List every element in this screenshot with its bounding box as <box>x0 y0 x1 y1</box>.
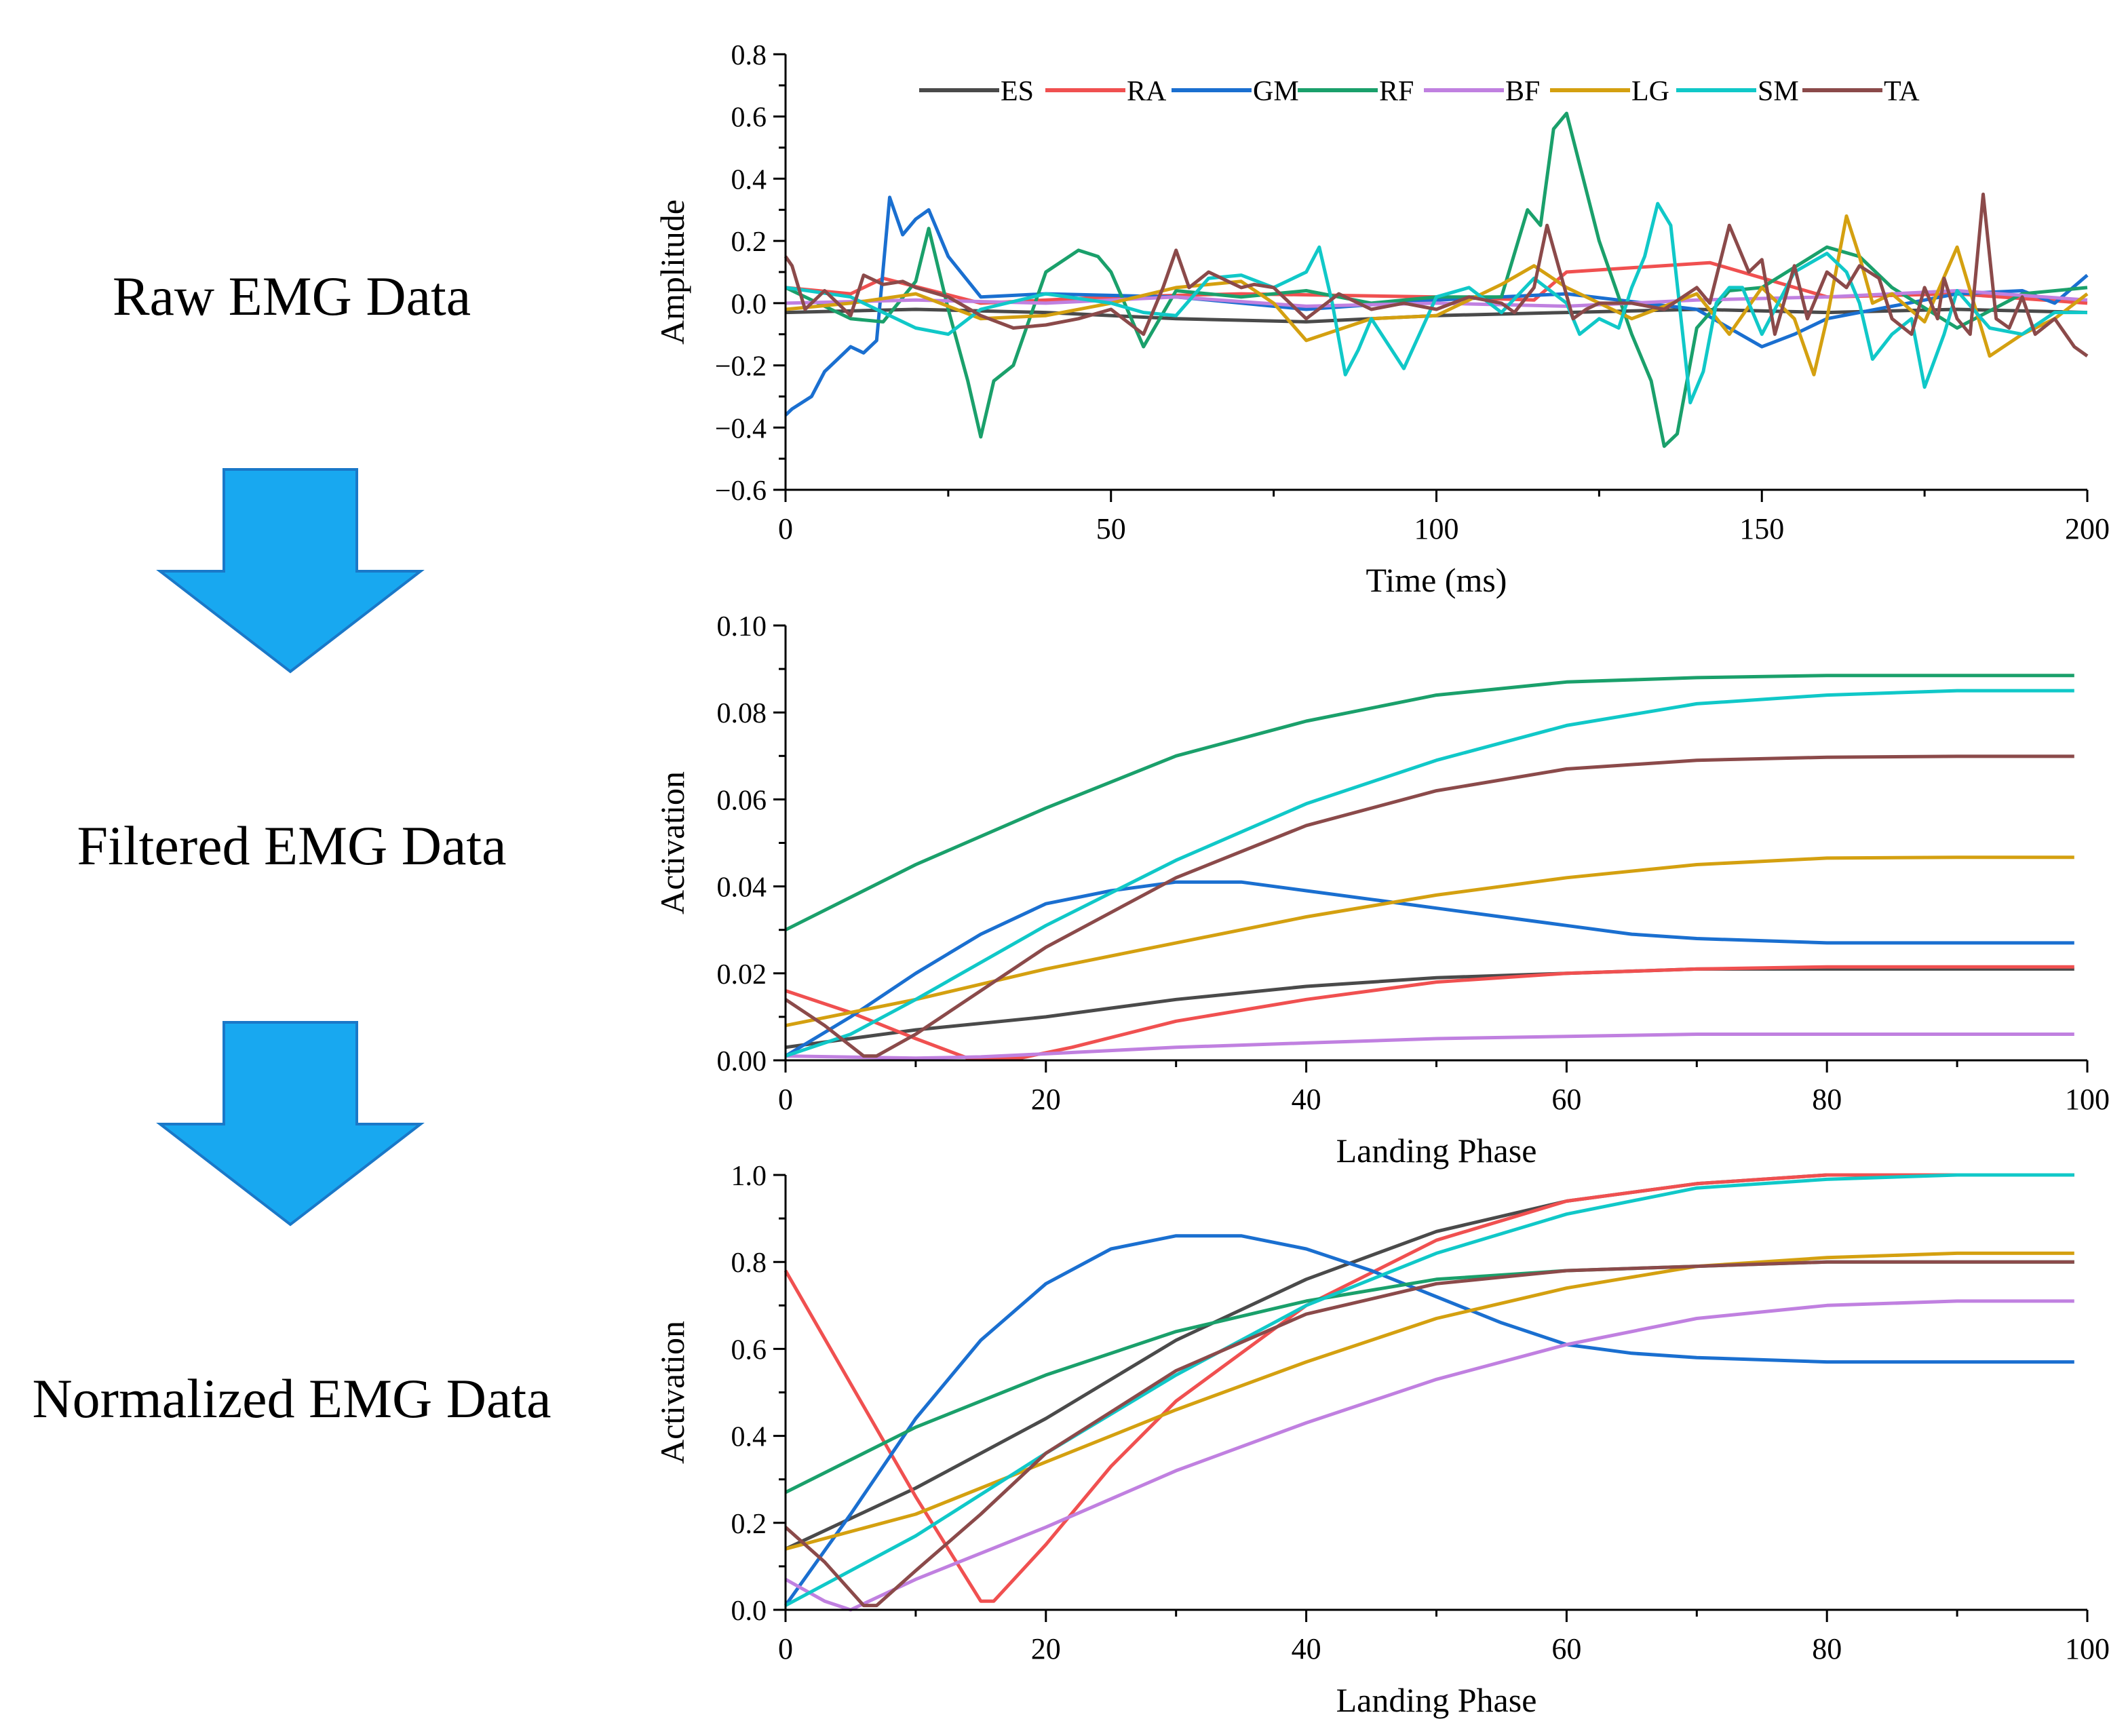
y-tick-label: 0.8 <box>731 1248 767 1279</box>
chart-filtered: 0 20 40 60 80 100 0.00 0.02 0.04 0.06 0.08 0.10 Land… <box>653 611 2110 1170</box>
series-line-filtered-ra <box>785 965 2074 1060</box>
series-line-filtered-rf <box>784 674 2074 931</box>
y-tick-label: 0.8 <box>731 40 767 71</box>
series-line-filtered-lg <box>785 855 2074 1028</box>
y-tick-label: 0.02 <box>717 959 767 990</box>
y-tick-label: 0.06 <box>717 785 767 816</box>
down-arrow-icon <box>156 468 425 674</box>
y-tick-label: 0.4 <box>731 1422 767 1453</box>
series-line-normalized-sm <box>784 1173 2074 1607</box>
x-tick-label: 100 <box>1414 512 1459 545</box>
y-axis-label: Activation <box>653 1321 691 1464</box>
y-tick-label: −0.4 <box>715 413 767 444</box>
series-line-raw-rf <box>784 111 2088 448</box>
legend: ES RA GM RF BF LG SM TA <box>919 76 1920 107</box>
y-tick-label: 0.2 <box>731 1509 767 1540</box>
y-tick-label: 1.0 <box>731 1161 767 1192</box>
y-tick-label: −0.2 <box>715 351 767 383</box>
x-tick-label: 150 <box>1739 512 1784 545</box>
x-tick-label: 40 <box>1292 1083 1321 1116</box>
series-line-raw-ta <box>784 192 2089 358</box>
x-tick-label: 100 <box>2065 1632 2110 1665</box>
x-tick-label: 50 <box>1096 512 1126 545</box>
x-axis-label: Time (ms) <box>1366 561 1507 599</box>
step-filtered-label: Filtered EMG Data <box>77 815 507 876</box>
legend-label-bf: BF <box>1505 76 1540 107</box>
series-line-raw-gm <box>784 195 2089 417</box>
step-normalized-label: Normalized EMG Data <box>32 1368 552 1429</box>
y-tick-label: 0.6 <box>731 102 767 134</box>
x-tick-label: 40 <box>1292 1632 1321 1665</box>
series-line-normalized-ra <box>784 1173 2074 1603</box>
x-tick-label: 20 <box>1031 1083 1061 1116</box>
y-tick-label: 0.08 <box>717 698 767 729</box>
y-tick-label: 0.10 <box>717 611 767 642</box>
legend-label-sm: SM <box>1758 76 1799 107</box>
series-line-raw-sm <box>785 201 2087 405</box>
legend-label-ra: RA <box>1127 76 1167 107</box>
series-line-raw-lg <box>785 214 2089 377</box>
y-tick-label: 0.0 <box>731 289 767 320</box>
series-line-normalized-rf <box>784 1260 2074 1494</box>
x-tick-label: 0 <box>778 512 793 545</box>
x-axis-label: Landing Phase <box>1336 1132 1537 1170</box>
y-axis-label: Activation <box>653 771 691 914</box>
series-line-filtered-ta <box>784 754 2074 1058</box>
series-line-filtered-bf <box>785 1033 2074 1060</box>
y-tick-label: −0.6 <box>715 476 767 507</box>
y-tick-label: 0.0 <box>731 1596 767 1627</box>
x-tick-label: 0 <box>778 1083 793 1116</box>
legend-label-gm: GM <box>1253 76 1299 107</box>
series-line-normalized-gm <box>784 1234 2074 1607</box>
x-tick-label: 200 <box>2065 512 2110 545</box>
x-tick-label: 20 <box>1031 1632 1061 1665</box>
y-tick-label: 0.6 <box>731 1334 767 1366</box>
step-raw-label: Raw EMG Data <box>112 265 471 327</box>
chart-normalized: 0 20 40 60 80 100 0.0 0.2 0.4 0.6 0.8 1.0 Landing Ph… <box>653 1161 2110 1719</box>
x-tick-label: 0 <box>778 1632 793 1665</box>
x-tick-label: 100 <box>2065 1083 2110 1116</box>
x-axis-label: Landing Phase <box>1336 1681 1537 1719</box>
legend-label-es: ES <box>1001 76 1034 107</box>
y-tick-label: 0.2 <box>731 227 767 258</box>
series-line-normalized-ta <box>784 1260 2074 1608</box>
legend-label-ta: TA <box>1884 76 1920 107</box>
chart-raw: 0 50 100 150 200 −0.6 −0.4 −0.2 0.0 0.2 0.4 0.6 0.8 T… <box>653 40 2110 599</box>
series-line-filtered-sm <box>785 689 2074 1058</box>
series-line-filtered-gm <box>784 880 2074 1058</box>
x-tick-label: 60 <box>1551 1083 1581 1116</box>
series-line-filtered-es <box>785 967 2074 1049</box>
legend-label-lg: LG <box>1631 76 1669 107</box>
y-tick-label: 0.4 <box>731 164 767 195</box>
y-axis-label: Amplitude <box>653 199 691 345</box>
y-tick-label: 0.04 <box>717 872 767 904</box>
y-tick-label: 0.00 <box>717 1046 767 1077</box>
x-tick-label: 60 <box>1551 1632 1581 1665</box>
x-tick-label: 80 <box>1812 1632 1842 1665</box>
down-arrow-icon <box>156 1021 425 1227</box>
x-tick-label: 80 <box>1812 1083 1842 1116</box>
legend-label-rf: RF <box>1379 76 1414 107</box>
